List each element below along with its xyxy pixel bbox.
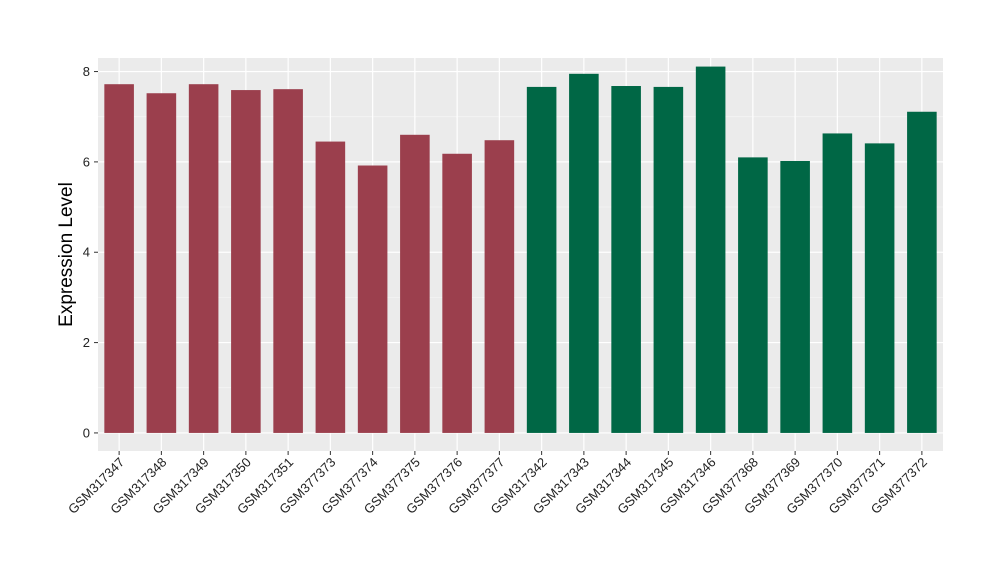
y-axis-title: Expression Level [56, 182, 77, 327]
bar-GSM317346 [695, 66, 726, 433]
bar-GSM377371 [864, 143, 895, 433]
bar-GSM317347 [104, 84, 134, 433]
bar-GSM317351 [273, 89, 303, 433]
bar-GSM377369 [780, 160, 810, 433]
bar-GSM377377 [484, 140, 515, 433]
bar-GSM317344 [611, 86, 641, 433]
bar-GSM317343 [569, 73, 599, 433]
bar-GSM377373 [315, 141, 346, 433]
y-tick-label: 0 [83, 425, 90, 440]
y-tick-label: 4 [83, 245, 90, 260]
bar-GSM377368 [738, 157, 768, 433]
y-tick-label: 2 [83, 335, 90, 350]
bar-GSM317342 [526, 86, 557, 433]
bar-GSM317348 [146, 93, 177, 433]
y-tick-label: 8 [83, 64, 90, 79]
bars [104, 66, 937, 433]
bar-GSM317350 [231, 90, 261, 433]
bar-GSM377374 [357, 165, 388, 433]
bar-GSM377375 [400, 134, 430, 433]
bar-GSM317345 [653, 86, 684, 433]
bar-GSM377376 [442, 153, 472, 433]
y-tick-label: 6 [83, 154, 90, 169]
y-axis: 0 2 4 6 8 [83, 64, 98, 440]
bar-GSM377370 [822, 133, 853, 433]
bar-GSM377372 [907, 111, 937, 433]
x-axis: GSM317347GSM317348GSM317349GSM317350GSM3… [65, 451, 930, 517]
bar-GSM317349 [188, 84, 219, 433]
